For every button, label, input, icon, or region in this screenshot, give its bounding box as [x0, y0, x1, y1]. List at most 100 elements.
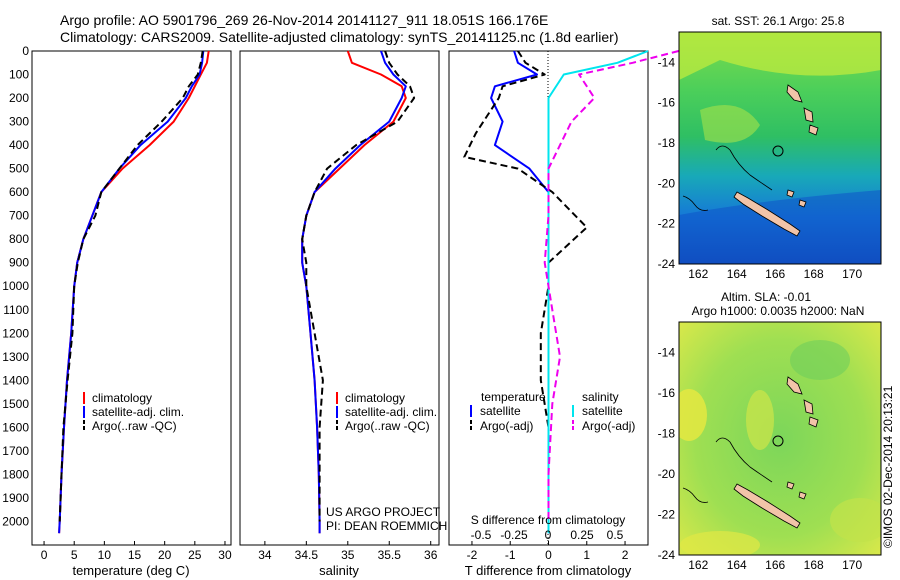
- sst-map-panel: sat. SST: 26.1 Argo: 25.8 162 164 166 168 17…: [658, 14, 882, 281]
- legend-climatology-label: climatology: [92, 391, 152, 405]
- coastline: [733, 84, 819, 237]
- salinity-panel: 34 34.5 35 35.5 36 salinity climatology sate…: [239, 50, 447, 578]
- y-tick-label: 1600: [2, 420, 29, 434]
- x-tick-label: 15: [128, 548, 142, 562]
- sla-map-title-line-2: Argo h1000: 0.0035 h2000: NaN: [692, 304, 865, 318]
- sla-anomaly: [680, 531, 760, 555]
- x-tick-label: 35.5: [378, 548, 402, 562]
- y-tick-label: 500: [9, 162, 29, 176]
- reef-outline: [682, 487, 709, 503]
- y-tick-label: 1400: [2, 373, 29, 387]
- profile-location-marker: [772, 145, 784, 157]
- sst-warm-patch: [679, 32, 881, 80]
- s-tick-label: 0.25: [570, 528, 594, 542]
- sla-anomaly: [746, 390, 774, 450]
- temperature-axes: [31, 50, 232, 546]
- salinity-difference-ticks: -0.5 -0.25 0 0.25 0.5: [471, 528, 624, 542]
- salinity-profiles: [301, 50, 416, 534]
- y-tick-label: 800: [9, 232, 29, 246]
- longitude-tick-label: 168: [804, 267, 824, 281]
- s-tick-label: 0: [545, 528, 552, 542]
- difference-legend: temperature salinity satellite Argo(-adj…: [470, 390, 635, 433]
- y-tick-label: 0: [22, 44, 29, 58]
- latitude-tick-label: -22: [658, 217, 676, 231]
- reef-outline: [715, 437, 773, 483]
- salinity-difference-label: S difference from climatology: [471, 513, 626, 527]
- sla-anomaly: [790, 340, 850, 380]
- sla-map-panel: Altim. SLA: -0.01 Argo h1000: 0.0035 h20…: [658, 290, 882, 572]
- latitude-tick-label: -14: [658, 345, 676, 359]
- x-tick-label: 30: [218, 548, 232, 562]
- y-tick-label: 1700: [2, 444, 29, 458]
- legend-s-argo-label: Argo(-adj): [582, 419, 635, 433]
- latitude-tick-label: -24: [658, 548, 676, 562]
- pi-credit: PI: DEAN ROEMMICH: [326, 519, 447, 533]
- x-tick-label: 25: [188, 548, 202, 562]
- x-tick-label: 5: [71, 548, 78, 562]
- latitude-tick-label: -20: [658, 176, 676, 190]
- profile-series-line: [463, 50, 588, 522]
- vanuatu-island: [808, 124, 819, 136]
- longitude-tick-label: 166: [765, 558, 785, 572]
- longitude-tick-label: 170: [842, 267, 862, 281]
- x-tick-label: 34: [258, 548, 272, 562]
- longitude-tick-label: 164: [727, 558, 747, 572]
- x-tick-label: 1: [583, 548, 590, 562]
- x-tick-label: 34.5: [295, 548, 319, 562]
- sla-anomaly: [830, 498, 881, 542]
- y-tick-label: 1200: [2, 326, 29, 340]
- vanuatu-island: [803, 399, 814, 415]
- x-tick-label: 2: [622, 548, 629, 562]
- y-tick-label: 1900: [2, 491, 29, 505]
- legend-satellite-label: satellite-adj. clim.: [92, 405, 184, 419]
- temperature-panel: 0100200300400500600700800900100011001200…: [2, 44, 232, 578]
- x-tick-label: 10: [98, 548, 112, 562]
- latitude-tick-label: -18: [658, 426, 676, 440]
- latitude-tick-label: -16: [658, 386, 676, 400]
- difference-panel: -2 -1 0 1 2 T difference from climatology S …: [448, 50, 679, 578]
- sst-map-frame: [678, 31, 882, 265]
- loyalty-island: [798, 199, 807, 208]
- y-tick-label: 300: [9, 115, 29, 129]
- map-longitude-labels: 162 164 166 168 170: [688, 558, 862, 572]
- new-caledonia-island: [733, 483, 801, 529]
- legend-climatology-label: climatology: [345, 391, 405, 405]
- difference-xlabel: T difference from climatology: [465, 563, 632, 578]
- temperature-xlabel: temperature (deg C): [72, 563, 189, 578]
- longitude-tick-label: 168: [804, 558, 824, 572]
- y-tick-label: 700: [9, 209, 29, 223]
- profile-series-line: [543, 50, 679, 522]
- vanuatu-island: [786, 84, 803, 103]
- profile-series-line: [58, 50, 204, 522]
- latitude-tick-label: -22: [658, 507, 676, 521]
- reef-outline: [715, 145, 773, 191]
- salinity-legend: climatology satellite-adj. clim. Argo(..…: [336, 391, 437, 433]
- latitude-tick-label: -24: [658, 257, 676, 271]
- difference-profiles: [463, 50, 679, 534]
- latitude-tick-label: -14: [658, 55, 676, 69]
- legend-argo-label: Argo(..raw -QC): [92, 419, 177, 433]
- x-tick-label: 20: [158, 548, 172, 562]
- sla-anomaly: [679, 389, 707, 441]
- s-tick-label: 0.5: [607, 528, 624, 542]
- legend-temperature-title: temperature: [481, 390, 546, 404]
- x-tick-label: 35: [341, 548, 355, 562]
- y-tick-label: 1000: [2, 279, 29, 293]
- project-credit: US ARGO PROJECT: [326, 505, 441, 519]
- profile-series-line: [547, 50, 649, 534]
- s-tick-label: -0.5: [471, 528, 492, 542]
- x-tick-label: 36: [424, 548, 438, 562]
- vanuatu-island: [786, 376, 803, 395]
- y-tick-label: 900: [9, 256, 29, 270]
- new-caledonia-island: [733, 191, 801, 237]
- longitude-tick-label: 166: [765, 267, 785, 281]
- salinity-axes: [239, 50, 440, 546]
- longitude-tick-label: 164: [727, 267, 747, 281]
- y-tick-label: 1100: [3, 303, 29, 317]
- y-tick-label: 1800: [2, 467, 29, 481]
- temperature-tick-labels: 0 5 10 15 20 25 30: [41, 541, 232, 562]
- coastline: [733, 376, 819, 529]
- profile-series-line: [301, 50, 416, 522]
- longitude-tick-label: 162: [688, 267, 708, 281]
- x-tick-label: -2: [467, 548, 478, 562]
